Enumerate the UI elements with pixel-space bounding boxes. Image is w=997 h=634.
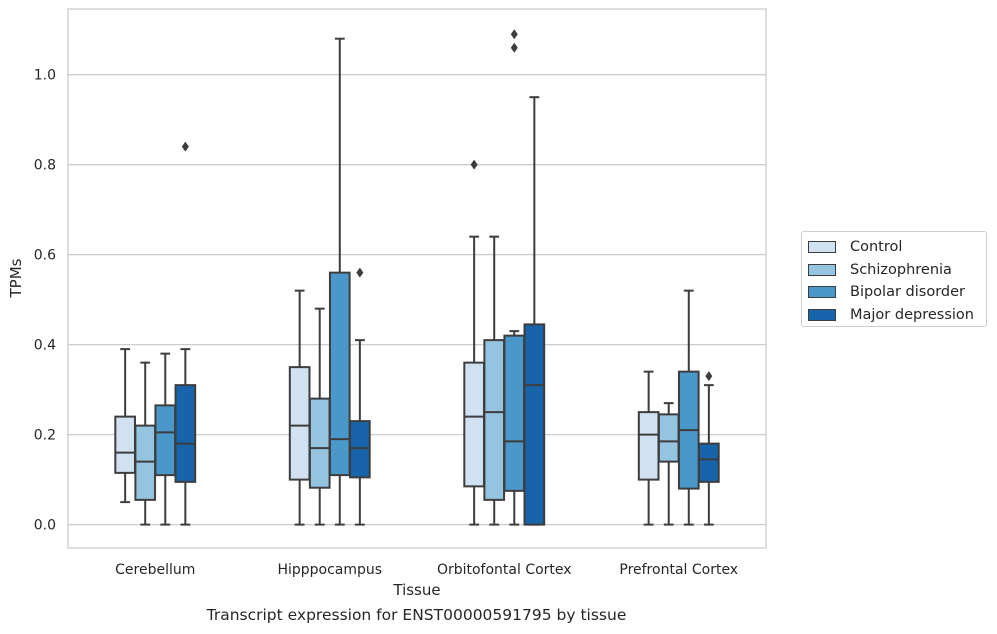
box-0-2 [154, 352, 177, 526]
box-iqr [637, 411, 660, 481]
box-iqr [523, 323, 546, 526]
outlier-point [356, 267, 364, 278]
box-2-3 [523, 96, 546, 526]
y-tick-label: 1.0 [34, 68, 56, 84]
y-tick-label: 0.0 [34, 518, 56, 534]
box-2-2 [503, 29, 526, 526]
x-axis-label: Tissue [392, 581, 440, 599]
y-tick-label: 0.8 [34, 158, 56, 174]
box-2-1 [483, 235, 506, 526]
box-iqr [657, 413, 680, 463]
box-iqr [308, 397, 331, 489]
box-iqr [154, 404, 177, 477]
box-2-0 [463, 159, 485, 526]
y-tick-label: 0.6 [34, 248, 56, 264]
box-iqr [134, 424, 157, 501]
x-tick-label: Prefrontal Cortex [619, 562, 738, 578]
box-1-1 [308, 307, 331, 526]
outlier-point [705, 371, 713, 382]
legend-label: Control [850, 239, 903, 256]
legend-label: Schizophrenia [850, 261, 952, 278]
box-iqr [288, 366, 311, 481]
box-0-3 [174, 141, 197, 526]
y-tick-label: 0.2 [34, 428, 56, 444]
box-iqr [698, 442, 720, 483]
outlier-point [510, 29, 518, 40]
x-tick-labels: Cerebellum Hipppocampus Orbitofontal Corte… [115, 562, 738, 578]
box-0-1 [134, 361, 157, 526]
x-tick-label: Cerebellum [115, 562, 195, 578]
y-axis-label: TPMs [7, 258, 25, 298]
legend-swatch [808, 309, 836, 322]
legend-swatch [808, 241, 836, 254]
box-1-3 [349, 267, 371, 526]
box-3-1 [657, 402, 680, 526]
plot-frame [67, 8, 767, 549]
box-3-0 [637, 370, 660, 526]
box-iqr [328, 271, 351, 477]
box-1-2 [328, 37, 351, 526]
outlier-point [510, 42, 518, 53]
box-iqr [349, 420, 371, 479]
boxes [114, 29, 720, 526]
y-tick-label: 0.4 [34, 338, 56, 354]
x-tick-label: Hipppocampus [277, 562, 382, 578]
box-0-0 [114, 348, 136, 504]
outlier-point [470, 159, 478, 170]
box-iqr [174, 384, 197, 483]
legend-item: Bipolar disorder [808, 281, 986, 304]
box-3-2 [677, 289, 700, 526]
legend-item: Major depression [808, 304, 986, 327]
box-1-0 [288, 289, 311, 526]
legend-swatch [808, 286, 836, 299]
legend: Control Schizophrenia Bipolar disorder Majo… [801, 231, 987, 327]
outlier-point [181, 141, 189, 152]
legend-item: Schizophrenia [808, 259, 986, 282]
legend-label: Major depression [850, 307, 974, 324]
box-iqr [483, 339, 506, 501]
box-iqr [114, 415, 136, 474]
box-iqr [463, 361, 485, 488]
x-tick-label: Orbitofontal Cortex [437, 562, 572, 578]
legend-label: Bipolar disorder [850, 284, 965, 301]
legend-swatch [808, 263, 836, 276]
figure-caption: Transcript expression for ENST0000059179… [206, 606, 627, 624]
box-iqr [503, 334, 526, 492]
legend-item: Control [808, 236, 986, 259]
y-tick-labels: 0.0 0.2 0.4 0.6 0.8 1.0 [34, 68, 56, 534]
box-3-3 [698, 371, 720, 526]
